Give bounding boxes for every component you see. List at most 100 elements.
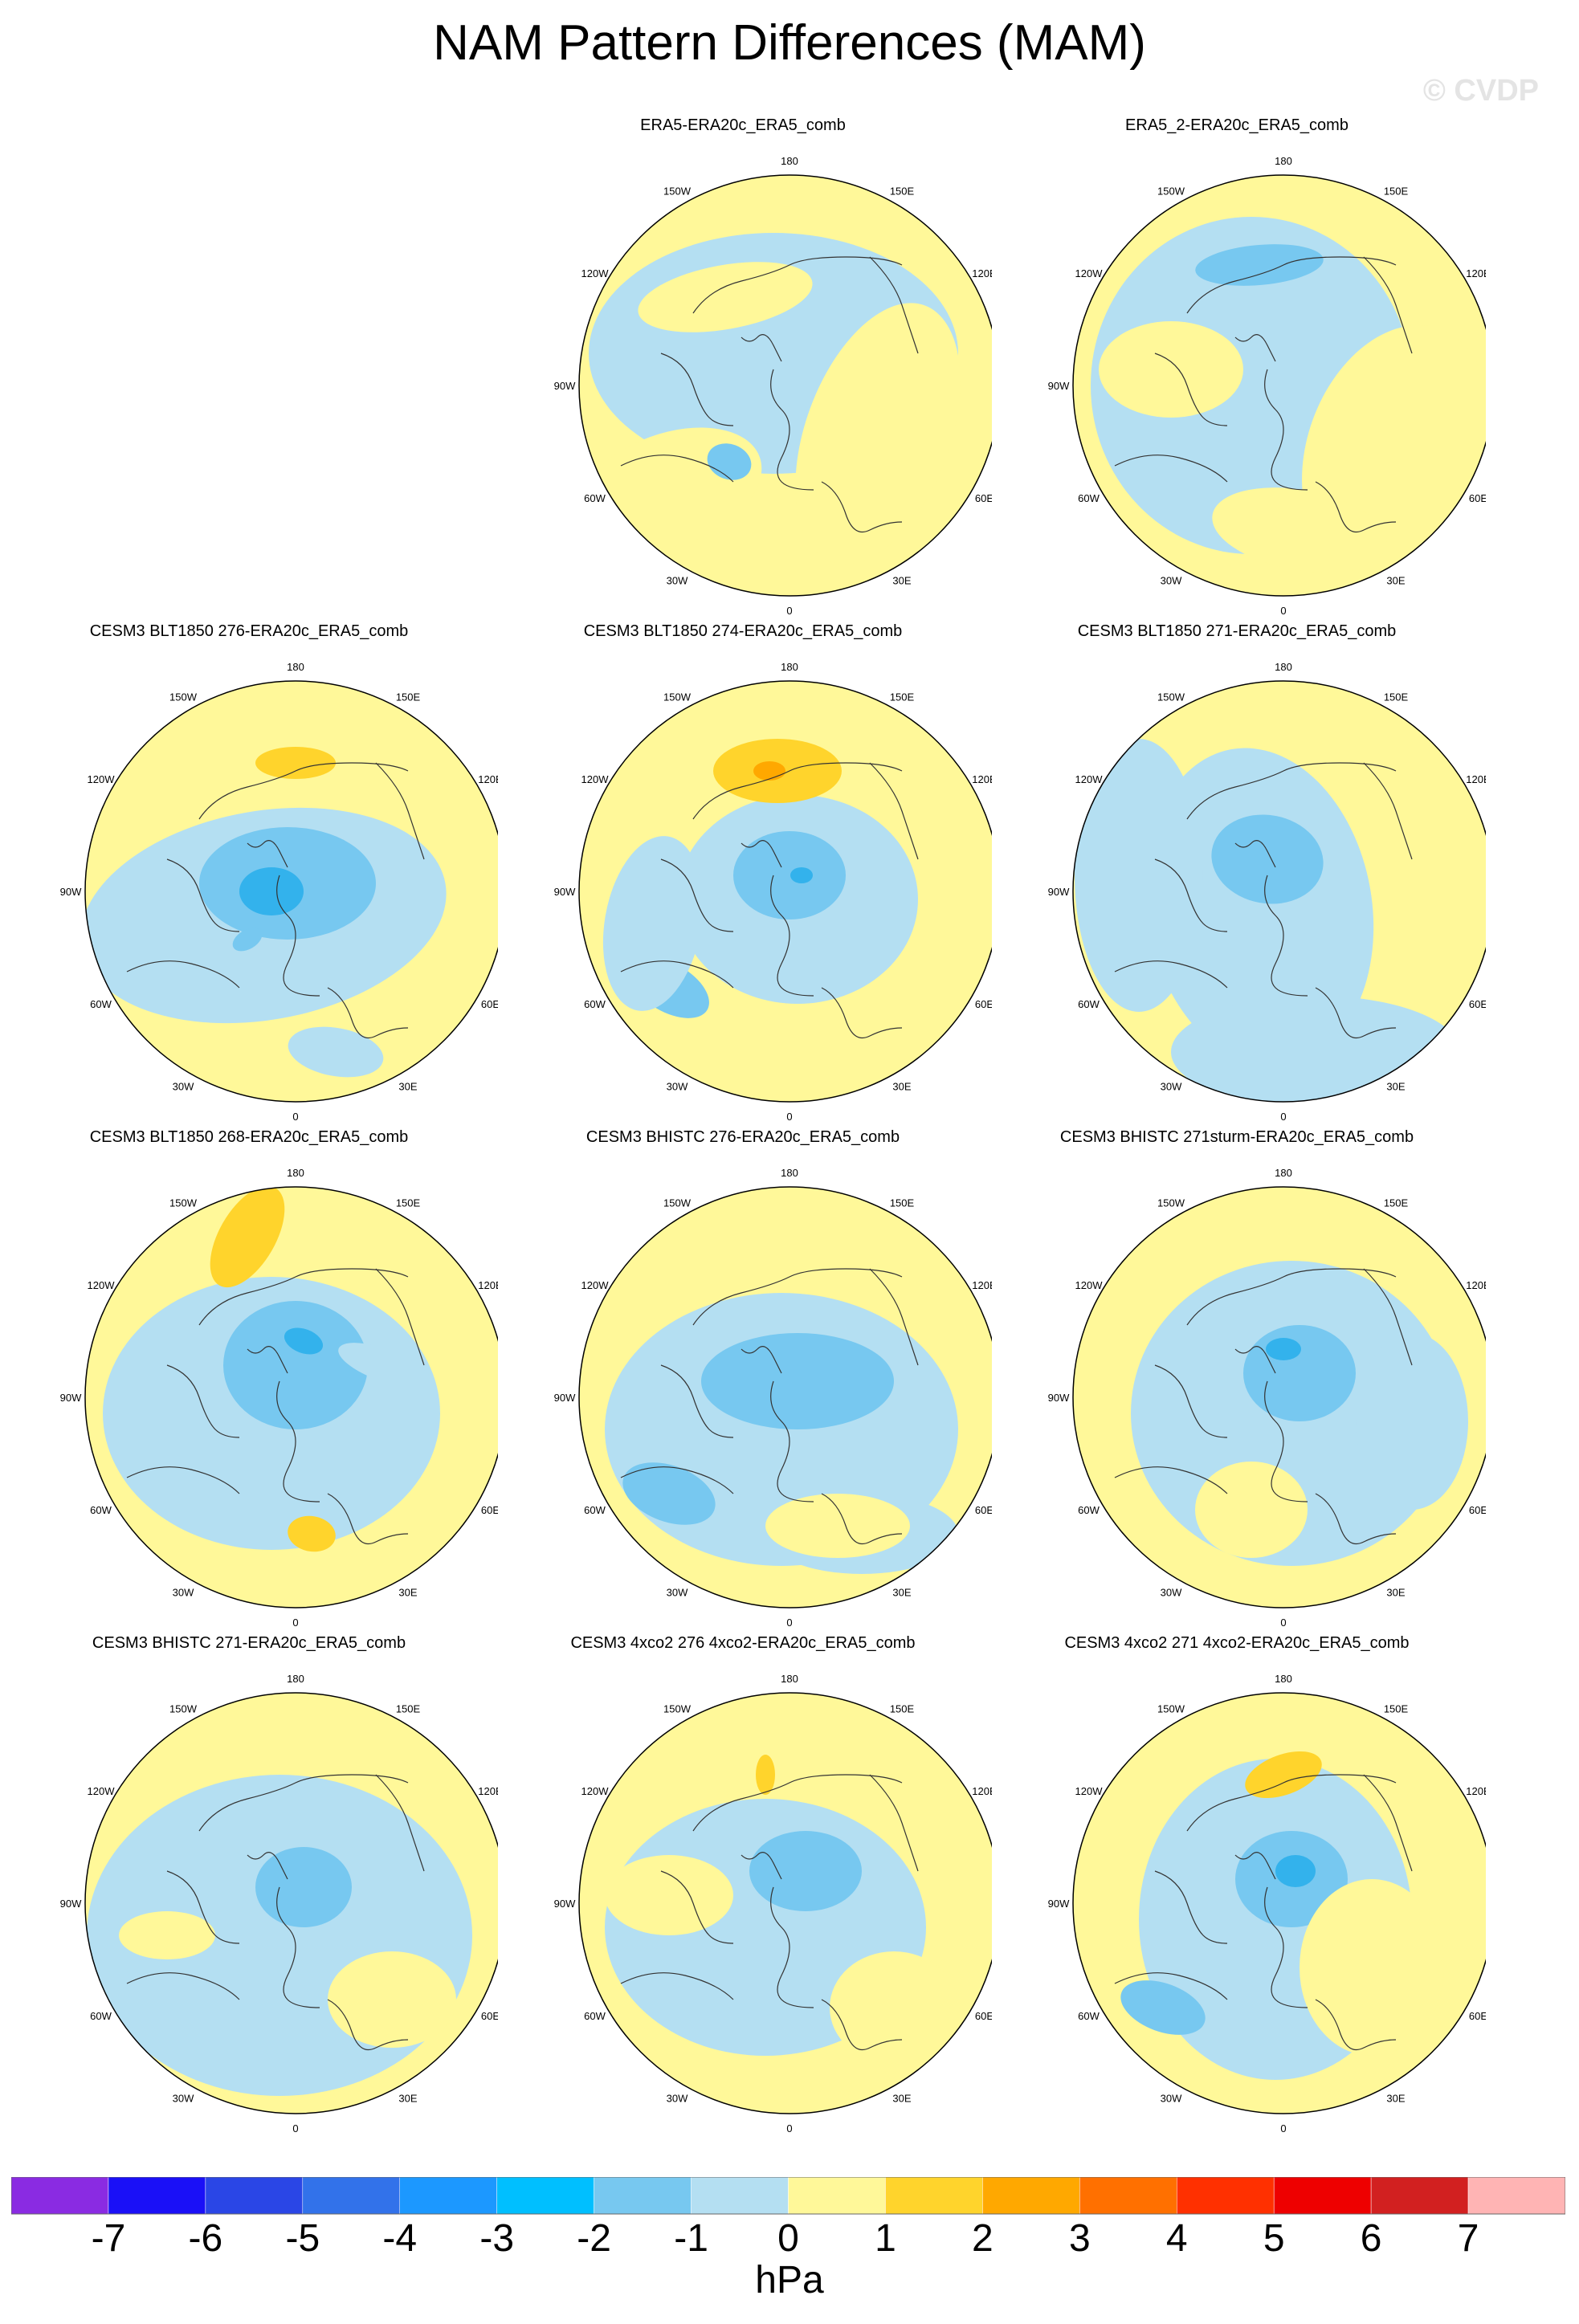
anomaly-contour-pos1	[1300, 1879, 1444, 2056]
anomaly-contour-neg1	[1171, 996, 1460, 1102]
coastline	[741, 840, 782, 868]
colorbar-swatch	[1079, 2177, 1177, 2215]
coastline	[1154, 858, 1228, 932]
coastline	[620, 1972, 734, 2000]
map-boundary	[578, 680, 992, 1103]
coastline	[327, 987, 409, 1039]
anomaly-contour-neg1	[1075, 739, 1203, 1012]
coastline	[126, 960, 240, 989]
coastline	[821, 1493, 903, 1545]
anomaly-contour-pos1	[1195, 1462, 1308, 1558]
panel-title: ERA5_2-ERA20c_ERA5_comb	[1125, 116, 1348, 134]
map-panel: CESM3 BLT1850 274-ERA20c_ERA5_comb 180 150…	[494, 622, 992, 1123]
longitude-label: 90W	[1048, 1392, 1070, 1404]
longitude-label: 0	[786, 2122, 792, 2134]
anomaly-contour-pos1	[605, 1855, 733, 1935]
anomaly-contour-neg3	[284, 1327, 324, 1355]
panel-title: CESM3 BLT1850 268-ERA20c_ERA5_comb	[89, 1128, 409, 1146]
longitude-label: 120E	[972, 1279, 992, 1291]
polar-map: 180150E120E90E60E30E030W60W90W120W150W	[60, 1673, 498, 2134]
panel-title: CESM3 BLT1850 276-ERA20c_ERA5_comb	[89, 622, 409, 640]
cvdp-watermark: © CVDP	[1422, 74, 1539, 108]
coastline	[247, 1346, 288, 1374]
polar-map: 180150E120E90E60E30E030W60W90W120W150W	[554, 1673, 992, 2134]
map-boundary	[1072, 174, 1486, 597]
longitude-label: 60W	[1078, 1504, 1100, 1516]
colorbar-swatch	[399, 2177, 497, 2215]
longitude-label: 60E	[975, 998, 992, 1010]
longitude-label: 180	[781, 661, 798, 673]
longitude-label: 120E	[1466, 1279, 1486, 1291]
longitude-label: 150E	[890, 1703, 915, 1715]
colorbar-tick-label: -4	[382, 2217, 418, 2260]
longitude-label: 60W	[1078, 492, 1100, 504]
anomaly-contour-neg2	[232, 928, 263, 952]
longitude-label: 180	[1275, 1167, 1292, 1179]
coastline	[660, 858, 734, 932]
longitude-label: 30W	[173, 1080, 194, 1092]
longitude-label: 30E	[398, 1080, 417, 1092]
anomaly-contour-neg2	[622, 1462, 716, 1525]
map-boundary	[578, 1692, 992, 2114]
panel-title: CESM3 BHISTC 276-ERA20c_ERA5_comb	[585, 1128, 900, 1146]
longitude-label: 120W	[581, 1785, 610, 1797]
polar-map: 180150E120E90E60E30E030W60W90W120W150W	[554, 1167, 992, 1629]
longitude-label: 0	[292, 1617, 298, 1629]
polar-map: 180150E120E90E60E30E030W60W90W120W150W	[554, 661, 992, 1123]
longitude-label: 120W	[88, 1279, 116, 1291]
longitude-label: 60E	[481, 1504, 498, 1516]
colorbar-swatch	[1467, 2177, 1565, 2215]
coastline	[1186, 256, 1397, 314]
longitude-label: 30E	[1386, 1080, 1405, 1092]
coastline	[1234, 840, 1276, 868]
anomaly-contour-pos2	[1245, 1751, 1322, 1799]
longitude-label: 60W	[584, 492, 606, 504]
anomaly-contour-pos1	[119, 1911, 215, 1959]
colorbar-swatch	[1370, 2177, 1469, 2215]
polar-map: 180150E120E90E60E30E030W60W90W120W150W	[1048, 1673, 1486, 2134]
coastline	[198, 1774, 409, 1832]
coastline	[327, 1493, 409, 1545]
longitude-label: 60W	[90, 1504, 112, 1516]
colorbar-tick-label: -2	[577, 2217, 611, 2260]
longitude-label: 150W	[663, 186, 692, 198]
anomaly-contour-pos1	[1212, 487, 1387, 573]
anomaly-contour-pos2	[756, 1755, 775, 1795]
longitude-label: 150W	[1157, 1703, 1185, 1715]
anomaly-contour-pos1	[795, 303, 961, 565]
coastline	[1264, 1886, 1308, 2008]
longitude-label: 120E	[972, 267, 992, 279]
colorbar-swatch	[885, 2177, 983, 2215]
map-panel: ERA5_2-ERA20c_ERA5_comb180150E120E90E60E…	[988, 116, 1486, 617]
anomaly-contour-neg3	[1266, 1338, 1301, 1360]
longitude-label: 150E	[1384, 186, 1409, 198]
longitude-label: 120E	[972, 1785, 992, 1797]
coastline	[869, 256, 919, 354]
map-panel: CESM3 BLT1850 268-ERA20c_ERA5_comb 180 150…	[0, 1128, 498, 1629]
anomaly-contour-neg2	[223, 1301, 368, 1429]
longitude-label: 120E	[478, 773, 498, 785]
longitude-label: 120W	[1075, 1785, 1104, 1797]
coastline	[821, 1999, 903, 2051]
longitude-label: 150W	[1157, 186, 1185, 198]
longitude-label: 30W	[667, 574, 688, 586]
coastline	[660, 353, 734, 426]
coastline	[276, 1380, 320, 1502]
longitude-label: 150E	[890, 186, 915, 198]
coastline	[692, 1268, 903, 1326]
longitude-label: 30W	[667, 2092, 688, 2104]
colorbar-tick-label: 0	[777, 2217, 799, 2260]
colorbar-tick-label: 4	[1165, 2217, 1188, 2260]
coastline	[1363, 1774, 1413, 1872]
coastline	[1315, 987, 1397, 1039]
coastline	[1315, 1999, 1397, 2051]
coastline	[770, 1380, 814, 1502]
coastline	[1234, 334, 1276, 362]
colorbar-tick-label: -6	[188, 2217, 223, 2260]
coastline	[247, 1852, 288, 1880]
map-panel: CESM3 4xco2 271 4xco2-ERA20c_ERA5_comb 18…	[988, 1634, 1486, 2134]
map-panel: CESM3 4xco2 276 4xco2-ERA20c_ERA5_comb 18…	[494, 1634, 992, 2134]
longitude-label: 30E	[1386, 1586, 1405, 1598]
coastline	[1363, 762, 1413, 860]
anomaly-contour-neg3	[790, 867, 813, 883]
